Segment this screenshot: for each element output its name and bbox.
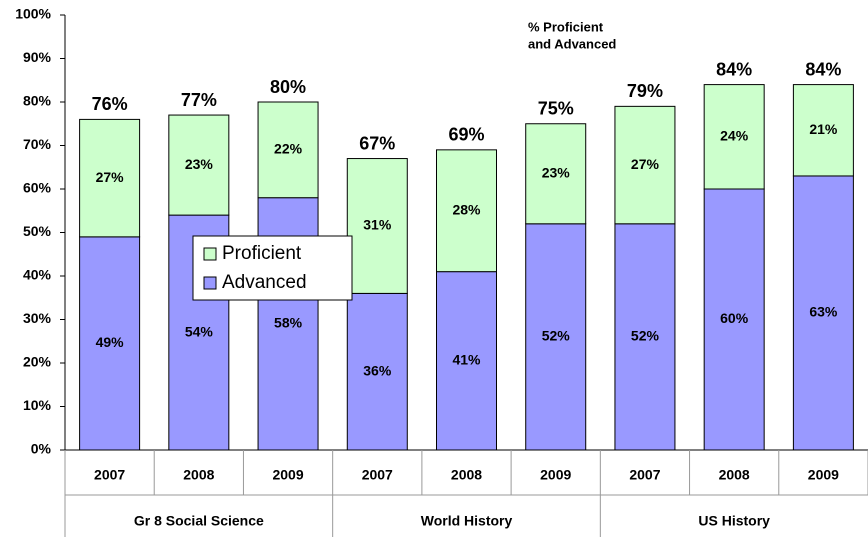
value-label: 58% (274, 315, 303, 331)
group-label: US History (698, 513, 770, 529)
bar-segment (79, 118, 141, 238)
group-label: World History (421, 513, 513, 529)
value-label: 60% (720, 310, 749, 326)
value-label: 22% (274, 141, 303, 157)
y-tick-label: 100% (15, 6, 51, 22)
total-label: 77% (181, 90, 217, 110)
y-tick-label: 90% (23, 49, 52, 65)
bar-segment (614, 223, 676, 451)
x-tick-label: 2009 (808, 467, 839, 483)
value-label: 49% (96, 334, 125, 350)
value-label: 21% (809, 121, 838, 137)
y-tick-label: 50% (23, 223, 52, 239)
x-tick-label: 2008 (451, 467, 482, 483)
value-label: 54% (185, 323, 214, 339)
value-label: 31% (363, 217, 392, 233)
total-label: 80% (270, 77, 306, 97)
value-label: 52% (542, 328, 571, 344)
x-tick-label: 2008 (719, 467, 750, 483)
value-label: 52% (631, 328, 660, 344)
value-label: 24% (720, 128, 749, 144)
legend-label: Proficient (222, 243, 302, 264)
bar-segment (346, 158, 408, 294)
value-label: 23% (542, 164, 571, 180)
total-label: 67% (359, 133, 395, 153)
value-label: 27% (96, 169, 125, 185)
y-tick-label: 70% (23, 136, 52, 152)
annotation: % Proficient (528, 19, 604, 34)
y-tick-label: 10% (23, 397, 52, 413)
total-label: 69% (448, 125, 484, 145)
y-tick-label: 20% (23, 354, 52, 370)
x-tick-label: 2007 (629, 467, 660, 483)
y-tick-label: 60% (23, 180, 52, 196)
bar-segment (614, 105, 676, 225)
y-tick-label: 0% (31, 441, 52, 457)
bar-segment (703, 84, 765, 190)
value-label: 28% (452, 201, 481, 217)
x-tick-label: 2007 (362, 467, 393, 483)
bar-segment (792, 175, 854, 451)
bar-segment (525, 223, 587, 451)
bar-segment (703, 188, 765, 451)
x-tick-label: 2009 (272, 467, 303, 483)
total-label: 79% (627, 81, 663, 101)
legend-swatch (203, 247, 217, 261)
bar-segment (436, 271, 497, 451)
legend-box (192, 235, 353, 301)
total-label: 84% (716, 59, 752, 79)
value-label: 27% (631, 156, 660, 172)
legend-swatch (203, 276, 217, 290)
total-label: 75% (538, 99, 574, 119)
bar-segment (168, 114, 230, 216)
x-tick-label: 2009 (540, 467, 571, 483)
annotation: and Advanced (528, 36, 616, 51)
y-tick-label: 30% (23, 310, 52, 326)
bar-segment (257, 101, 319, 199)
x-tick-label: 2007 (94, 467, 125, 483)
value-label: 36% (363, 362, 392, 378)
bar-segment (792, 84, 854, 177)
total-label: 84% (805, 59, 841, 79)
bar-segment (346, 292, 408, 451)
value-label: 63% (809, 304, 838, 320)
total-label: 76% (92, 94, 128, 114)
value-label: 23% (185, 156, 214, 172)
legend-label: Advanced (222, 272, 307, 293)
bar-segment (79, 236, 141, 451)
y-tick-label: 40% (23, 267, 52, 283)
y-tick-label: 80% (23, 93, 52, 109)
x-tick-label: 2008 (183, 467, 214, 483)
value-label: 41% (452, 352, 481, 368)
bar-segment (436, 149, 497, 273)
bar-segment (525, 123, 587, 225)
group-label: Gr 8 Social Science (134, 513, 264, 529)
